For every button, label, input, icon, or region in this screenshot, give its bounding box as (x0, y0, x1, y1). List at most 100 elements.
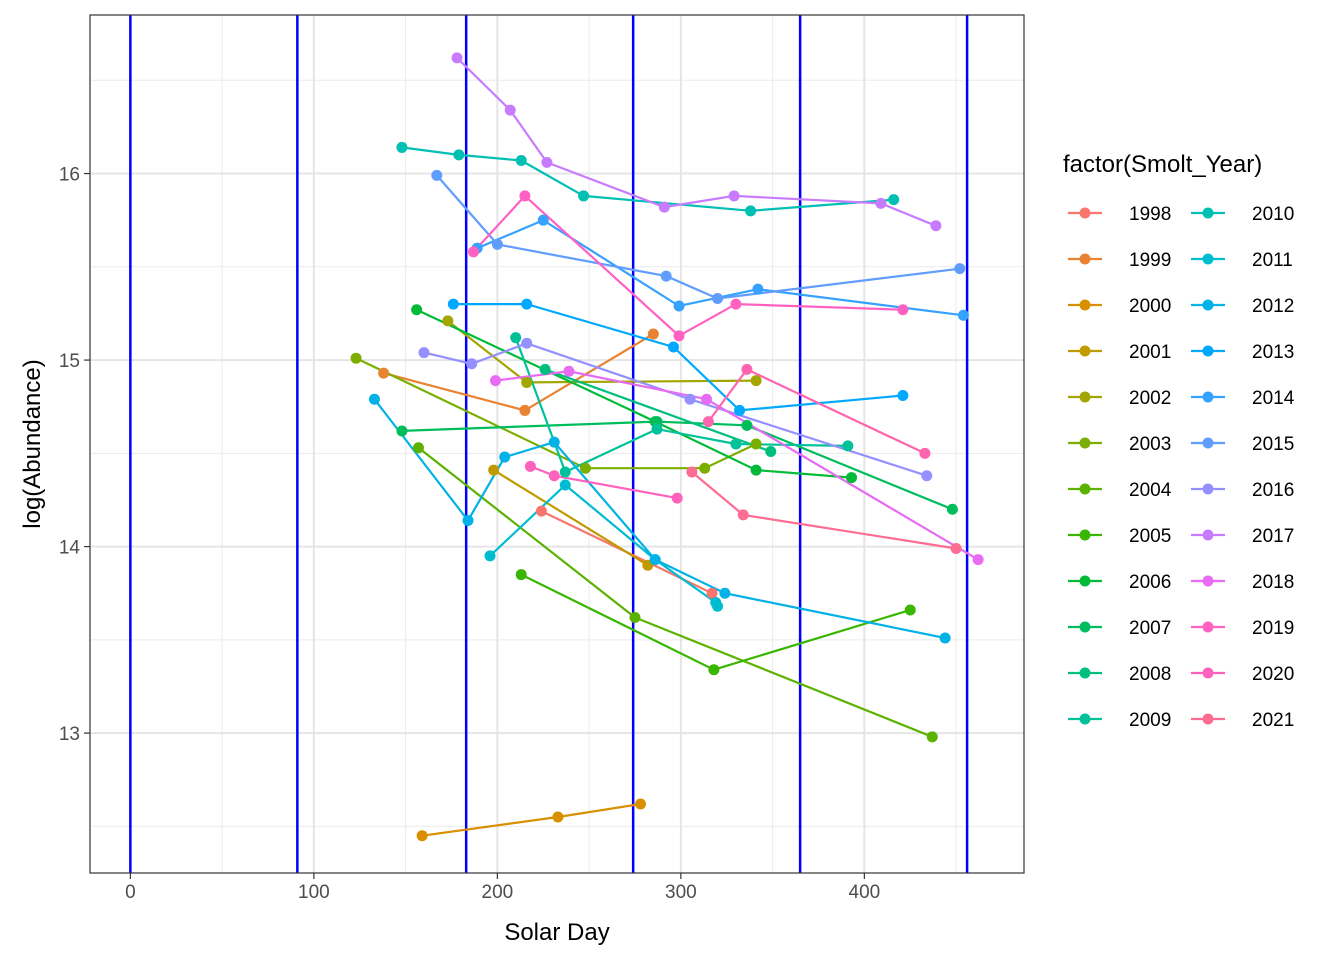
data-point (499, 451, 511, 463)
legend-label: 2000 (1129, 296, 1171, 317)
series-line (401, 146, 894, 212)
data-point (647, 328, 659, 340)
data-point (702, 416, 714, 428)
legend-key-point (1079, 207, 1091, 219)
legend-label: 2012 (1252, 296, 1294, 317)
legend-key-point (1202, 529, 1214, 541)
series-line (416, 308, 852, 479)
data-point (706, 587, 718, 599)
data-point (521, 337, 533, 349)
data-point (926, 731, 938, 743)
legend-key-point (1079, 345, 1091, 357)
legend-label: 2010 (1252, 204, 1294, 225)
series-line (495, 370, 979, 561)
data-point (368, 393, 380, 405)
data-point (946, 503, 958, 515)
legend-label: 2018 (1252, 572, 1294, 593)
legend-key-point (1079, 529, 1091, 541)
legend-label: 2003 (1129, 434, 1171, 455)
legend-key-point (1079, 667, 1091, 679)
data-point (741, 363, 753, 375)
legend-key-point (1079, 391, 1091, 403)
legend-key-point (1202, 621, 1214, 633)
legend-label: 2007 (1129, 618, 1171, 639)
legend-label: 1998 (1129, 204, 1171, 225)
data-point (552, 811, 564, 823)
series-line (447, 320, 757, 384)
legend-label: 2016 (1252, 480, 1294, 501)
legend-title: factor(Smolt_Year) (1063, 151, 1262, 178)
legend-key-point (1202, 299, 1214, 311)
data-point (671, 492, 683, 504)
plot-panel-border (89, 14, 1025, 874)
data-point (462, 514, 474, 526)
data-point (488, 464, 500, 476)
data-point (750, 438, 762, 450)
data-point (578, 190, 590, 202)
y-tick-label: 14 (59, 538, 81, 559)
legend-label: 2013 (1252, 342, 1294, 363)
legend-key-point (1079, 713, 1091, 725)
data-point (418, 347, 430, 359)
legend-label: 2002 (1129, 388, 1171, 409)
data-point (972, 554, 984, 566)
series-line (401, 420, 953, 511)
x-tick-label: 100 (298, 882, 330, 903)
data-point (412, 442, 424, 454)
y-axis-title: log(Abundance) (19, 359, 46, 528)
data-point (396, 425, 408, 437)
data-point (699, 462, 711, 474)
data-point (752, 283, 764, 295)
data-point (539, 363, 551, 375)
legend-label: 2017 (1252, 526, 1294, 547)
data-point (750, 464, 762, 476)
legend-key-point (1202, 713, 1214, 725)
series-line (472, 194, 903, 338)
data-point (897, 390, 909, 402)
data-point (658, 201, 670, 213)
legend-key-point (1202, 483, 1214, 495)
series-line (421, 802, 641, 837)
data-point (521, 298, 533, 310)
data-point (431, 169, 443, 181)
data-point (750, 375, 762, 387)
series-line (691, 471, 957, 550)
data-point (919, 447, 931, 459)
data-point (504, 104, 516, 116)
data-point (515, 154, 527, 166)
data-point (708, 664, 720, 676)
legend-key-point (1202, 253, 1214, 265)
legend-key-point (1202, 345, 1214, 357)
data-point (921, 470, 933, 482)
data-point (745, 205, 757, 217)
data-point (634, 798, 646, 810)
data-point (765, 445, 777, 457)
legend-key-point (1202, 667, 1214, 679)
data-point (950, 542, 962, 554)
data-point (537, 214, 549, 226)
data-point (719, 587, 731, 599)
series-line (544, 368, 772, 453)
x-tick-label: 400 (849, 882, 881, 903)
data-point (842, 440, 854, 452)
data-point (453, 149, 465, 161)
data-point (490, 375, 502, 387)
legend-key-point (1079, 253, 1091, 265)
data-point (629, 611, 641, 623)
data-point (673, 300, 685, 312)
y-tick-label: 13 (59, 724, 80, 745)
data-point (524, 460, 536, 472)
data-point (519, 404, 531, 416)
data-point (730, 298, 742, 310)
legend-label: 2009 (1129, 710, 1171, 731)
data-point (668, 341, 680, 353)
data-point (515, 569, 527, 581)
data-point (888, 194, 900, 206)
data-point (466, 358, 478, 370)
data-point (491, 238, 503, 250)
data-point (579, 462, 591, 474)
series-line (435, 174, 960, 300)
data-point (897, 304, 909, 316)
legend-key-point (1202, 575, 1214, 587)
